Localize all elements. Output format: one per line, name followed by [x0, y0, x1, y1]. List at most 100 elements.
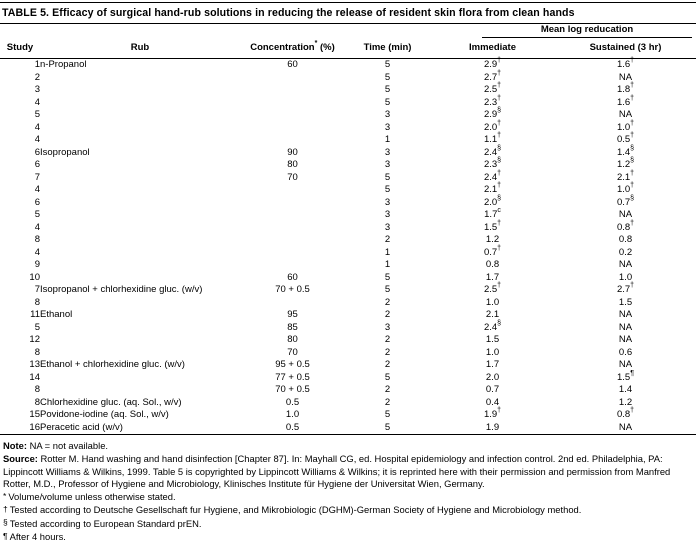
cell-rub — [40, 372, 240, 385]
cell-conc: 0.5 — [285, 396, 300, 408]
cell-study: 13 — [29, 359, 40, 370]
cell-time: 3 — [384, 221, 391, 233]
cell-imm: 2.3§ — [483, 157, 502, 170]
cell-rub — [40, 247, 240, 260]
concentration-unit: (%) — [317, 42, 335, 53]
note-line: Note: NA = not available. — [3, 440, 693, 452]
table-row: 4 5 2.3† 1.6† — [0, 94, 696, 110]
cell-time: 2 — [384, 296, 391, 308]
cell-imm: 1.7 — [485, 359, 500, 370]
cell-study: 14 — [29, 371, 40, 383]
cell-rub: Peracetic acid (w/v) — [40, 421, 123, 433]
cell-conc: 90 — [287, 146, 298, 158]
cell-sus: 1.5¶ — [617, 369, 634, 383]
footnote-marker: † — [497, 69, 502, 77]
cell-imm: 2.7† — [483, 69, 502, 83]
footnote-marker: † — [3, 503, 8, 514]
cell-rub — [40, 272, 240, 285]
cell-study: 4 — [34, 246, 40, 258]
cell-time: 1 — [384, 246, 391, 258]
table-row: 9 1 0.8 NA — [0, 259, 696, 272]
cell-time: 2 — [384, 334, 391, 345]
cell-conc — [240, 109, 345, 122]
cell-study: 10 — [29, 271, 40, 283]
cell-sus: 1.6† — [616, 57, 635, 70]
cell-time: 5 — [384, 84, 391, 95]
cell-conc — [240, 184, 345, 197]
cell-sus: 1.8† — [616, 82, 635, 95]
cell-imm: 2.9§ — [483, 107, 502, 120]
cell-sus: 0.5† — [616, 132, 635, 145]
footnote-marker: † — [497, 132, 502, 140]
concentration-footnote-marker: * — [314, 40, 318, 48]
table-row: 10 60 5 1.7 1.0 — [0, 272, 696, 285]
cell-sus: NA — [618, 334, 633, 345]
table-row: 14 77 + 0.5 5 2.0 1.5¶ — [0, 369, 696, 385]
cell-sus: NA — [618, 209, 633, 220]
footnote-marker: † — [497, 57, 502, 65]
col-header-concentration: Concentration* (%) — [240, 38, 345, 59]
cell-rub — [40, 222, 240, 235]
cell-time: 5 — [384, 96, 391, 108]
footnote-line: † Tested according to Deutsche Gesellscha… — [3, 503, 582, 516]
top-rule — [0, 2, 696, 3]
symbol-footnotes: * Volume/volume unless otherwise stated. †… — [3, 491, 693, 543]
cell-time: 5 — [384, 284, 391, 295]
cell-conc — [240, 297, 345, 310]
cell-conc: 1.0 — [285, 409, 300, 420]
cell-study: 8 — [34, 234, 40, 245]
cell-time: 2 — [384, 396, 391, 408]
cell-conc — [240, 222, 345, 235]
cell-sus: 1.6† — [616, 94, 635, 108]
footnote-marker: § — [3, 517, 8, 528]
footnotes: Note: NA = not available. Source: Rotter… — [0, 435, 696, 543]
group-header-label: Mean log reducation — [482, 24, 692, 38]
cell-conc — [240, 197, 345, 210]
cell-time: 2 — [384, 384, 391, 395]
cell-conc: 60 — [287, 59, 298, 70]
cell-sus: NA — [618, 109, 633, 120]
cell-conc — [240, 247, 345, 260]
cell-sus: 2.1† — [616, 169, 635, 183]
cell-imm: 2.3† — [483, 94, 502, 108]
table-row: 8 70 2 1.0 0.6 — [0, 347, 696, 360]
cell-time: 2 — [384, 346, 391, 358]
cell-conc — [240, 134, 345, 147]
footnote-marker: † — [630, 94, 635, 102]
footnote-marker: § — [497, 157, 502, 165]
table-row: 4 5 2.1† 1.0† — [0, 182, 696, 197]
cell-conc — [240, 97, 345, 110]
cell-sus: 0.2 — [618, 246, 633, 258]
cell-conc — [240, 259, 345, 272]
table-row: 4 3 2.0† 1.0† — [0, 120, 696, 135]
table-row: 12 80 2 1.5 NA — [0, 334, 696, 347]
cell-time: 2 — [384, 234, 391, 245]
cell-conc: 70 — [287, 346, 298, 358]
footnote-marker: † — [497, 182, 502, 190]
column-header-row: Study Rub Concentration* (%) Time (min) … — [0, 38, 696, 59]
table-row: 8 Chlorhexidine gluc. (aq. Sol., w/v) 0.5 2… — [0, 397, 696, 410]
footnote-marker: § — [497, 194, 502, 202]
cell-time: 1 — [384, 134, 391, 145]
cell-sus: 0.8† — [616, 219, 635, 233]
cell-study: 9 — [34, 259, 40, 270]
cell-imm: 2.4† — [483, 169, 502, 183]
footnote-marker: † — [630, 182, 635, 190]
table-row: 4 1 1.1† 0.5† — [0, 132, 696, 147]
cell-rub — [40, 322, 240, 335]
cell-time: 3 — [384, 146, 391, 158]
table-row: 15 Povidone-iodine (aq. Sol., w/v) 1.0 5 1.9… — [0, 407, 696, 422]
source-text: Rotter M. Hand washing and hand disinfec… — [3, 453, 671, 489]
footnote-marker: † — [497, 169, 502, 177]
cell-time: 3 — [384, 109, 391, 120]
cell-study: 16 — [29, 421, 40, 433]
footnote-marker: * — [3, 490, 7, 501]
cell-sus: NA — [618, 259, 633, 270]
cell-imm: 2.0 — [485, 371, 500, 383]
cell-imm: 2.1 — [485, 309, 500, 320]
cell-study: 4 — [34, 221, 40, 233]
cell-sus: NA — [618, 321, 633, 333]
cell-study: 6 — [34, 159, 40, 170]
cell-imm: 2.5† — [483, 82, 502, 95]
cell-conc: 95 — [287, 309, 298, 320]
